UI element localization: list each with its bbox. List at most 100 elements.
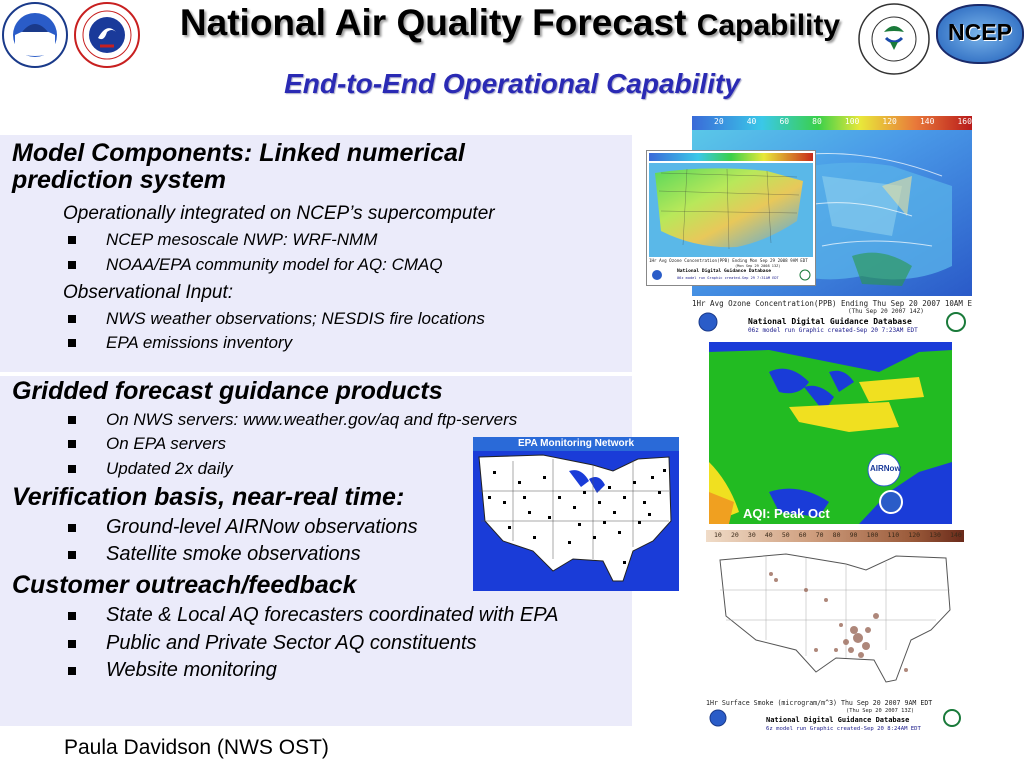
- scale-tick: 70: [815, 531, 824, 539]
- scale-tick: 40: [746, 117, 757, 126]
- bullet-text: On EPA servers: [106, 434, 226, 453]
- airnow-logo-text: AIRNow: [870, 464, 901, 473]
- bullet-text: NWS weather observations; NESDIS fire lo…: [106, 309, 485, 328]
- content-panel-top: [0, 135, 632, 372]
- bullet-icon: [68, 612, 76, 620]
- nws-logo: [74, 2, 140, 68]
- bullet-text: Satellite smoke observations: [106, 543, 361, 565]
- section2-heading: Gridded forecast guidance products: [12, 377, 443, 405]
- ozone-back-caption4: 06z model run Graphic created-Sep 20 7:2…: [748, 327, 918, 334]
- scale-tick: 60: [798, 531, 807, 539]
- section2-bullet: On NWS servers: www.weather.gov/aq and f…: [68, 410, 518, 430]
- ozone-front-caption4: 06z model run Graphic created-Sep 29 7:3…: [677, 276, 779, 280]
- scale-tick: 120: [908, 531, 921, 539]
- bullet-icon: [68, 416, 76, 424]
- epa-seal-logo: [858, 3, 930, 75]
- section1-sub2: Observational Input:: [63, 282, 234, 303]
- ncep-logo-text: NCEP: [948, 19, 1012, 45]
- footer-author: Paula Davidson (NWS OST): [64, 736, 329, 759]
- bullet-text: Updated 2x daily: [106, 459, 233, 478]
- section1-heading-text: Model Components: Linked numerical predi…: [12, 139, 465, 194]
- page-title: National Air Quality Forecast Capability: [140, 2, 880, 44]
- bullet-icon: [68, 524, 76, 532]
- smoke-caption1: 1Hr Surface Smoke (microgram/m^3) Thu Se…: [706, 699, 933, 707]
- bullet-icon: [68, 339, 76, 347]
- bullet-icon: [68, 315, 76, 323]
- scale-tick: 10: [714, 531, 722, 539]
- ozone-back-caption2: (Thu Sep 20 2007 14Z): [848, 308, 924, 315]
- scale-tick: 160: [957, 117, 972, 126]
- smoke-scale: 10 20 30 40 50 60 70 80 90 100 110 120 1…: [714, 531, 962, 539]
- scale-tick: 110: [887, 531, 900, 539]
- section4-bullet: Public and Private Sector AQ constituent…: [68, 632, 477, 655]
- scale-tick: 80: [832, 531, 841, 539]
- bullet-text: On NWS servers: www.weather.gov/aq and f…: [106, 410, 518, 429]
- section4-heading: Customer outreach/feedback: [12, 571, 357, 599]
- bullet-icon: [68, 551, 76, 559]
- bullet-icon: [68, 465, 76, 473]
- scale-tick: 20: [714, 117, 724, 126]
- scale-tick: 100: [844, 117, 860, 126]
- section1-bullet: NOAA/EPA community model for AQ: CMAQ: [68, 255, 443, 275]
- smoke-caption3: National Digital Guidance Database: [766, 716, 910, 724]
- scale-tick: 120: [882, 117, 897, 126]
- smoke-map-graphic: [706, 530, 964, 727]
- smoke-caption2: (Thu Sep 20 2007 13Z): [846, 708, 915, 714]
- bullet-text: NCEP mesoscale NWP: WRF-NMM: [106, 230, 378, 249]
- epa-monitoring-network-map: EPA Monitoring Network: [473, 437, 679, 591]
- scale-tick: 30: [747, 531, 756, 539]
- bullet-text: State & Local AQ forecasters coordinated…: [106, 604, 559, 626]
- section4-bullet: State & Local AQ forecasters coordinated…: [68, 604, 559, 627]
- ozone-back-caption3: National Digital Guidance Database: [748, 317, 912, 326]
- bullet-icon: [68, 261, 76, 269]
- aqi-peak-map: AIRNow AQI: Peak Oct: [709, 342, 952, 524]
- section3-bullet: Ground-level AIRNow observations: [68, 516, 418, 539]
- title-main: National Air Quality Forecast: [179, 2, 687, 43]
- scale-tick: 130: [929, 531, 941, 539]
- ozone-front-caption2: (Mon Sep 29 2008 13Z): [735, 264, 781, 268]
- bullet-text: NOAA/EPA community model for AQ: CMAQ: [106, 255, 443, 274]
- title-small: Capability: [696, 9, 841, 42]
- ozone-back-caption1: 1Hr Avg Ozone Concentration(PPB) Ending …: [692, 299, 972, 308]
- section3-bullet: Satellite smoke observations: [68, 543, 361, 566]
- section1-heading: Model Components: Linked numerical predi…: [0, 140, 572, 194]
- bullet-text: Public and Private Sector AQ constituent…: [106, 632, 477, 654]
- smoke-caption4: 6z model run Graphic created-Sep 20 8:24…: [766, 726, 921, 732]
- section2-bullet: On EPA servers: [68, 434, 226, 454]
- aqi-label: AQI: Peak Oct: [743, 506, 830, 521]
- bullet-icon: [68, 236, 76, 244]
- scale-tick: 50: [781, 531, 790, 539]
- bullet-icon: [68, 667, 76, 675]
- aqi-map-graphic: [709, 342, 952, 524]
- section3-heading: Verification basis, near-real time:: [12, 483, 405, 511]
- bullet-icon: [68, 440, 76, 448]
- scale-tick: 40: [764, 531, 773, 539]
- ncep-logo: NCEP: [936, 4, 1024, 64]
- scale-tick: 60: [779, 117, 790, 126]
- ozone-back-scale: 20 40 60 80 100 120 140 160: [714, 117, 972, 126]
- smoke-forecast-map: 10 20 30 40 50 60 70 80 90 100 110 120 1…: [706, 530, 964, 736]
- ozone-forecast-map-2008: 1Hr Avg Ozone Concentration(PPB) Ending …: [646, 150, 816, 286]
- section1-bullet: NCEP mesoscale NWP: WRF-NMM: [68, 230, 378, 250]
- ozone-front-caption3: National Digital Guidance Database: [677, 269, 772, 274]
- noaa-logo: [2, 2, 68, 68]
- bullet-text: EPA emissions inventory: [106, 333, 293, 352]
- epa-monitor-graphic: [478, 454, 672, 582]
- scale-tick: 90: [849, 531, 858, 539]
- ozone-map-small-graphic: [649, 153, 813, 285]
- section4-bullet: Website monitoring: [68, 659, 277, 682]
- bullet-text: Ground-level AIRNow observations: [106, 516, 418, 538]
- bullet-icon: [68, 640, 76, 648]
- section1-sub1: Operationally integrated on NCEP’s super…: [63, 203, 495, 224]
- bullet-text: Website monitoring: [106, 659, 277, 681]
- scale-tick: 20: [730, 531, 739, 539]
- section2-bullet: Updated 2x daily: [68, 459, 233, 479]
- scale-tick: 80: [812, 117, 822, 126]
- scale-tick: 140: [950, 531, 962, 539]
- scale-tick: 140: [919, 117, 935, 126]
- ozone-front-caption1: 1Hr Avg Ozone Concentration(PPB) Ending …: [649, 258, 808, 263]
- section1-bullet: NWS weather observations; NESDIS fire lo…: [68, 309, 485, 329]
- section1-bullet: EPA emissions inventory: [68, 333, 293, 353]
- scale-tick: 100: [866, 531, 879, 539]
- page-subtitle: End-to-End Operational Capability: [284, 68, 740, 99]
